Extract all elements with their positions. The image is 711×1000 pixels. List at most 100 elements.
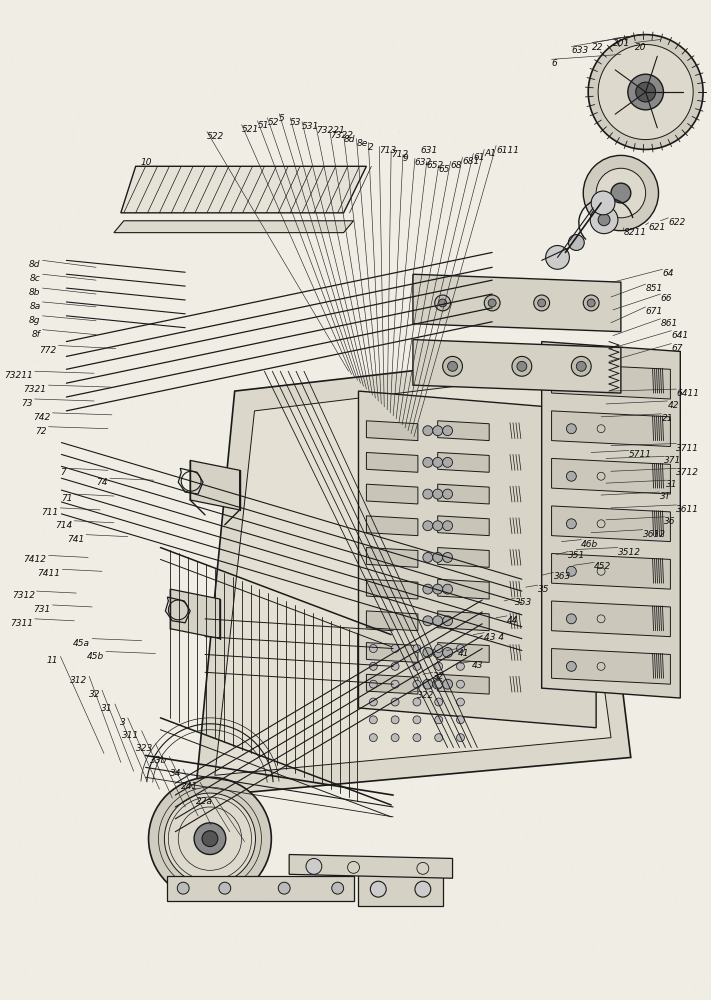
Polygon shape xyxy=(366,452,418,472)
Circle shape xyxy=(567,519,577,529)
Polygon shape xyxy=(195,351,631,797)
Circle shape xyxy=(433,457,443,467)
Text: A1: A1 xyxy=(484,149,496,158)
Polygon shape xyxy=(366,548,418,567)
Text: 5: 5 xyxy=(279,114,285,123)
Text: 631: 631 xyxy=(421,146,438,155)
Circle shape xyxy=(391,662,399,670)
Polygon shape xyxy=(552,553,670,589)
Circle shape xyxy=(391,716,399,724)
Text: 7: 7 xyxy=(60,468,66,477)
Circle shape xyxy=(598,214,610,226)
Circle shape xyxy=(413,680,421,688)
Text: 2: 2 xyxy=(368,143,374,152)
Circle shape xyxy=(219,882,231,894)
Circle shape xyxy=(415,881,431,897)
Polygon shape xyxy=(366,611,418,631)
Polygon shape xyxy=(366,421,418,441)
Text: 322: 322 xyxy=(417,691,434,700)
Circle shape xyxy=(194,823,226,854)
Text: 7321: 7321 xyxy=(23,385,46,394)
Polygon shape xyxy=(552,601,670,637)
Circle shape xyxy=(433,489,443,499)
Circle shape xyxy=(391,680,399,688)
Circle shape xyxy=(590,206,618,234)
Text: 363: 363 xyxy=(554,572,571,581)
Circle shape xyxy=(587,299,595,307)
Text: 8f: 8f xyxy=(32,330,41,339)
Circle shape xyxy=(456,645,464,652)
Text: 8e: 8e xyxy=(356,139,368,148)
Text: 34: 34 xyxy=(170,769,181,778)
Text: 621: 621 xyxy=(648,223,666,232)
Text: 8d: 8d xyxy=(29,260,41,269)
Circle shape xyxy=(370,881,386,897)
Circle shape xyxy=(423,552,433,562)
Text: 8d: 8d xyxy=(343,135,355,144)
Text: 31: 31 xyxy=(102,704,113,713)
Circle shape xyxy=(413,716,421,724)
Text: 31: 31 xyxy=(666,480,678,489)
Circle shape xyxy=(434,645,443,652)
Text: 33b: 33b xyxy=(150,756,167,765)
Polygon shape xyxy=(438,579,489,599)
Text: 742: 742 xyxy=(33,413,50,422)
Circle shape xyxy=(177,882,189,894)
Text: 72: 72 xyxy=(35,427,46,436)
Text: 714: 714 xyxy=(55,521,73,530)
Text: 8b: 8b xyxy=(29,288,41,297)
Circle shape xyxy=(433,616,443,626)
Circle shape xyxy=(443,521,453,531)
Text: 6: 6 xyxy=(552,59,557,68)
Text: 45a: 45a xyxy=(73,639,90,648)
Polygon shape xyxy=(438,421,489,441)
Circle shape xyxy=(423,521,433,531)
Text: 731: 731 xyxy=(33,605,50,614)
Text: 5711: 5711 xyxy=(629,450,652,459)
Circle shape xyxy=(433,584,443,594)
Text: 46b: 46b xyxy=(582,540,599,549)
Circle shape xyxy=(596,168,646,218)
Circle shape xyxy=(434,680,443,688)
Text: 9: 9 xyxy=(403,154,409,163)
Circle shape xyxy=(545,246,570,269)
Text: 66: 66 xyxy=(661,294,672,303)
Text: 652: 652 xyxy=(427,161,444,170)
Circle shape xyxy=(423,616,433,626)
Text: 61: 61 xyxy=(474,153,485,162)
Circle shape xyxy=(456,734,464,742)
Text: 3612: 3612 xyxy=(643,530,665,539)
Circle shape xyxy=(636,82,656,102)
Text: 622: 622 xyxy=(668,218,685,227)
Circle shape xyxy=(413,734,421,742)
Polygon shape xyxy=(438,674,489,694)
Text: 65: 65 xyxy=(439,165,450,174)
Polygon shape xyxy=(215,373,611,775)
Circle shape xyxy=(439,299,447,307)
Circle shape xyxy=(583,155,658,231)
Text: 8a: 8a xyxy=(29,302,41,311)
Circle shape xyxy=(332,882,343,894)
Circle shape xyxy=(512,356,532,376)
Circle shape xyxy=(567,376,577,386)
Text: 312: 312 xyxy=(70,676,87,685)
Text: 711: 711 xyxy=(41,508,58,517)
Circle shape xyxy=(423,489,433,499)
Circle shape xyxy=(370,698,378,706)
Circle shape xyxy=(598,44,693,140)
Text: 8211: 8211 xyxy=(624,228,647,237)
Polygon shape xyxy=(366,484,418,504)
Polygon shape xyxy=(366,674,418,694)
Text: 713: 713 xyxy=(379,146,397,155)
Circle shape xyxy=(433,521,443,531)
Circle shape xyxy=(413,662,421,670)
Text: 22: 22 xyxy=(592,43,604,52)
Circle shape xyxy=(443,648,453,657)
Polygon shape xyxy=(438,611,489,631)
Circle shape xyxy=(164,793,255,884)
Circle shape xyxy=(413,698,421,706)
Circle shape xyxy=(456,698,464,706)
Circle shape xyxy=(443,457,453,467)
Text: 522: 522 xyxy=(207,132,224,141)
Polygon shape xyxy=(289,854,453,878)
